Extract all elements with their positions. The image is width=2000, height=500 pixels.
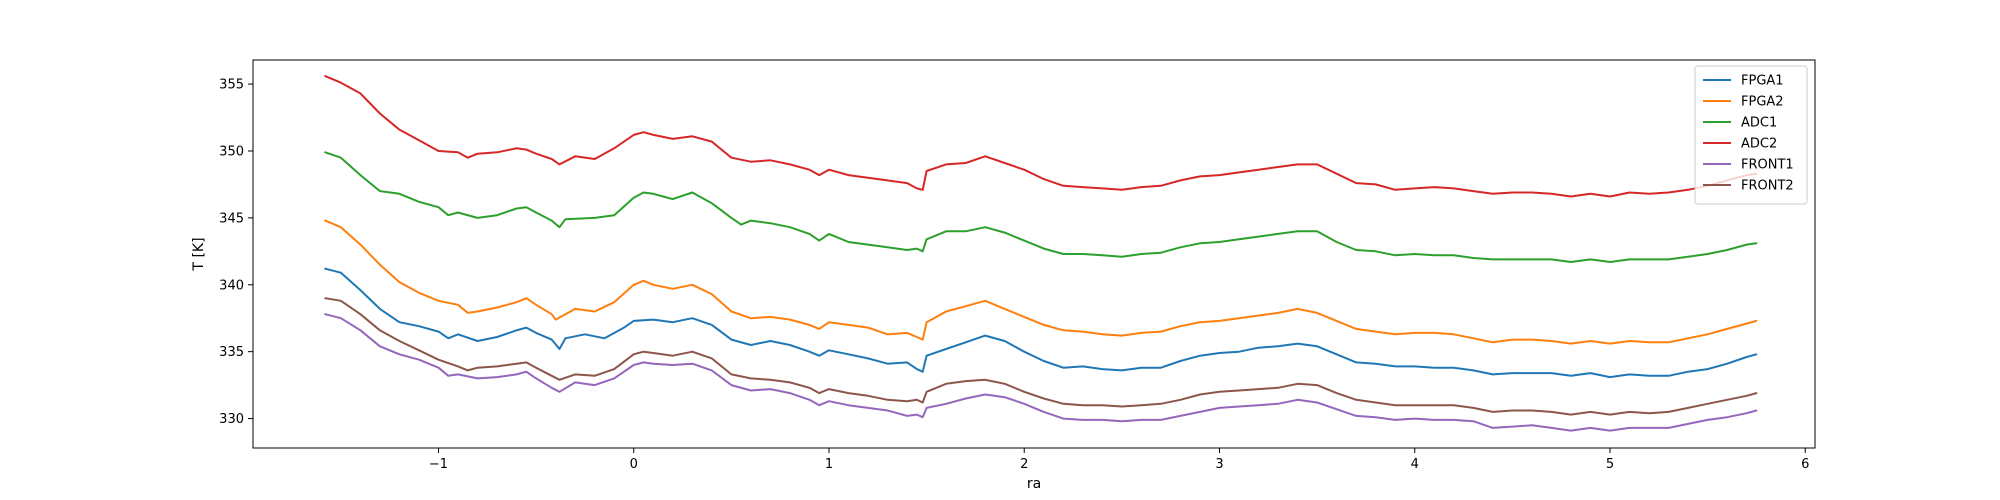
y-tick-label: 355 <box>219 78 244 93</box>
y-tick-label: 330 <box>219 412 244 427</box>
x-tick-label: 2 <box>1020 457 1028 472</box>
series-layer <box>324 75 1758 432</box>
series-line-front2 <box>324 297 1758 416</box>
legend-label-adc1: ADC1 <box>1741 116 1777 131</box>
y-axis-ticks: 330 335 340 345 350 355 <box>219 78 253 427</box>
x-tick-label: 3 <box>1215 457 1223 472</box>
x-axis-ticks: −1 0 1 2 3 4 5 6 <box>429 448 1809 472</box>
legend-label-adc2: ADC2 <box>1741 137 1777 152</box>
x-tick-label: −1 <box>429 457 448 472</box>
legend-label-fpga2: FPGA2 <box>1741 95 1784 110</box>
y-tick-label: 345 <box>219 211 244 226</box>
x-tick-label: 5 <box>1606 457 1614 472</box>
plot-frame <box>252 59 1816 449</box>
y-tick-label: 340 <box>219 278 244 293</box>
legend: FPGA1 FPGA2 ADC1 ADC2 FRONT1 FRONT2 <box>1694 65 1808 205</box>
legend-label-front1: FRONT1 <box>1741 158 1794 173</box>
series-line-adc2 <box>324 75 1758 198</box>
series-line-adc1 <box>324 151 1758 263</box>
y-axis-label: T [K] <box>191 237 207 271</box>
series-line-fpga2 <box>324 219 1758 345</box>
y-tick-label: 350 <box>219 144 244 159</box>
x-axis-label: ra <box>1027 476 1041 492</box>
x-tick-label: 0 <box>630 457 638 472</box>
x-tick-label: 4 <box>1411 457 1419 472</box>
x-tick-label: 1 <box>825 457 833 472</box>
series-line-fpga1 <box>324 267 1758 379</box>
series-line-front1 <box>324 313 1758 432</box>
y-tick-label: 335 <box>219 345 244 360</box>
legend-label-fpga1: FPGA1 <box>1741 74 1784 89</box>
legend-label-front2: FRONT2 <box>1741 179 1794 194</box>
x-tick-label: 6 <box>1801 457 1809 472</box>
